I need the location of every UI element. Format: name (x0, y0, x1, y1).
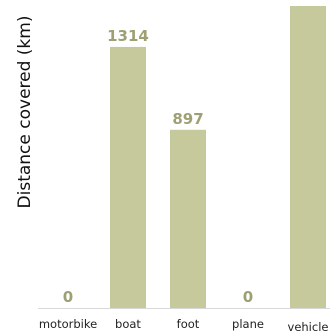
x-tick-foot: foot (177, 317, 200, 331)
data-label-boat: 1314 (107, 27, 149, 45)
bar-vehicle (290, 6, 326, 308)
bar-foot (170, 129, 206, 308)
data-labels: 0 1314 897 0 (63, 27, 253, 306)
bar-boat (110, 46, 146, 308)
x-tick-boat: boat (115, 317, 141, 331)
y-axis-label: Distance covered (km) (15, 16, 35, 209)
data-label-motorbike: 0 (63, 288, 73, 306)
x-tick-labels: motorbike boat foot plane vehicle (39, 317, 329, 334)
x-tick-vehicle: vehicle (288, 320, 329, 334)
data-label-foot: 897 (172, 110, 203, 128)
x-tick-motorbike: motorbike (39, 317, 97, 331)
x-tick-plane: plane (232, 317, 264, 331)
data-label-plane: 0 (243, 288, 253, 306)
bars (110, 6, 326, 308)
